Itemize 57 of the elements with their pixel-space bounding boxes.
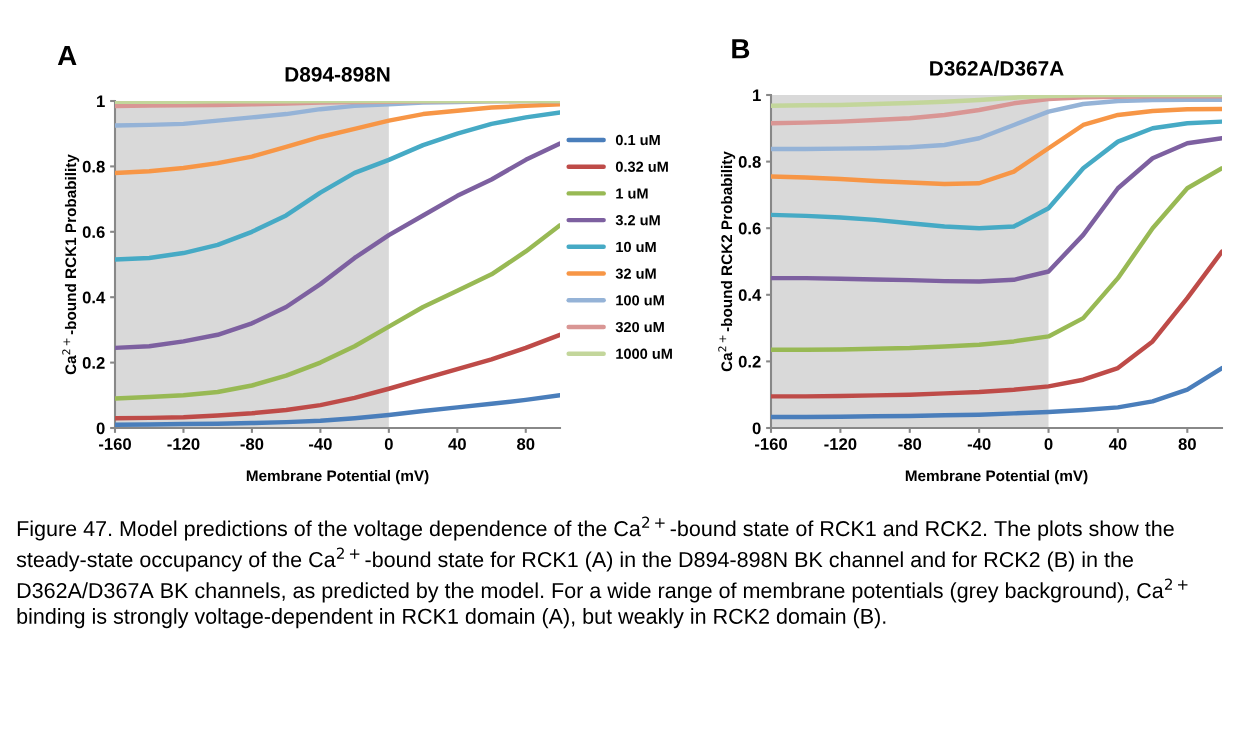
y-tick-label: 1 (753, 89, 761, 102)
x-axis-title: Membrane Potential (mV) (246, 469, 429, 485)
y-tick-label: 0.8 (82, 160, 105, 173)
y-axis-title: Ca$^{2+}$-bound RCK1 Probability (62, 154, 80, 375)
legend-label: 1000 uM (616, 348, 672, 359)
text: A (57, 45, 77, 66)
x-axis-title: Membrane Potential (mV) (905, 469, 1088, 485)
y-tick-label: 0.4 (738, 289, 762, 301)
legend-label: 320 uM (615, 321, 664, 333)
chart-title: D362A/D367A (930, 60, 1064, 76)
line-series (115, 332, 560, 421)
x-tick-label: -120 (824, 438, 857, 450)
line-series (771, 95, 1222, 108)
x-tick-label: 0 (1044, 438, 1053, 450)
y-tick-label: 0.6 (82, 226, 105, 238)
line-series (115, 223, 560, 401)
line-series (771, 249, 1222, 399)
x-tick-label: -80 (240, 438, 264, 450)
y-tick-label: 0 (752, 422, 761, 435)
x-tick-label: -120 (167, 438, 200, 450)
text: B (732, 39, 750, 59)
x-tick-label: 80 (517, 438, 535, 450)
x-tick-label: 80 (1178, 438, 1196, 450)
x-tick-label: -160 (98, 438, 131, 450)
line-series (771, 136, 1222, 284)
text: Figure 47. Model predictions of the voltage dependence of the Ca$^{2+}$-bound state of RCK1 and RCK2. The plots show the steady-state occupancy of the Ca$^{2+}$-bound state for RCK1 (A) in the D894-898N BK channel and for RCK2 (B) in the D362A/D367A BK channels, as predicted by the model. For a wide range of membrane potentials (grey background), Ca$^{2+}$ binding is strongly voltage-dependent in RCK1 domain (A), but weakly in RCK2 domain (B). (16, 516, 1188, 629)
x-tick-label: -80 (898, 438, 922, 450)
y-tick-label: 0 (96, 422, 105, 435)
legend-label: 0.1 uM (615, 134, 660, 146)
line-series (771, 166, 1222, 352)
line-series (771, 106, 1222, 187)
legend-label: 100 uM (616, 295, 664, 306)
legend-label: 3.2 uM (615, 215, 660, 226)
legend-label: 10 uM (616, 241, 656, 253)
y-tick-label: 0.2 (738, 355, 761, 368)
x-tick-label: 40 (1108, 438, 1127, 450)
x-tick-label: -40 (967, 438, 991, 450)
legend-label: 0.32 uM (615, 161, 668, 172)
x-tick-label: 40 (448, 438, 466, 450)
line-series (771, 365, 1222, 420)
y-tick-label: 1 (97, 95, 105, 108)
legend-label: 1 uM (616, 188, 648, 199)
legend-label: 32 uM (615, 268, 656, 279)
y-tick-label: 0.2 (82, 357, 105, 369)
x-tick-label: -40 (308, 438, 332, 450)
line-series (115, 141, 560, 351)
line-series (771, 119, 1222, 231)
x-tick-label: -160 (754, 438, 787, 450)
y-tick-label: 0.6 (738, 222, 761, 235)
line-series (771, 97, 1222, 152)
y-tick-label: 0.4 (82, 291, 106, 304)
y-tick-label: 0.8 (738, 156, 761, 168)
line-series (115, 110, 560, 262)
y-axis-title: Ca$^{2+}$-bound RCK2 Probability (718, 151, 736, 372)
chart-title: D894-898N (285, 67, 390, 82)
x-tick-label: 0 (384, 438, 393, 450)
line-series (115, 102, 560, 176)
